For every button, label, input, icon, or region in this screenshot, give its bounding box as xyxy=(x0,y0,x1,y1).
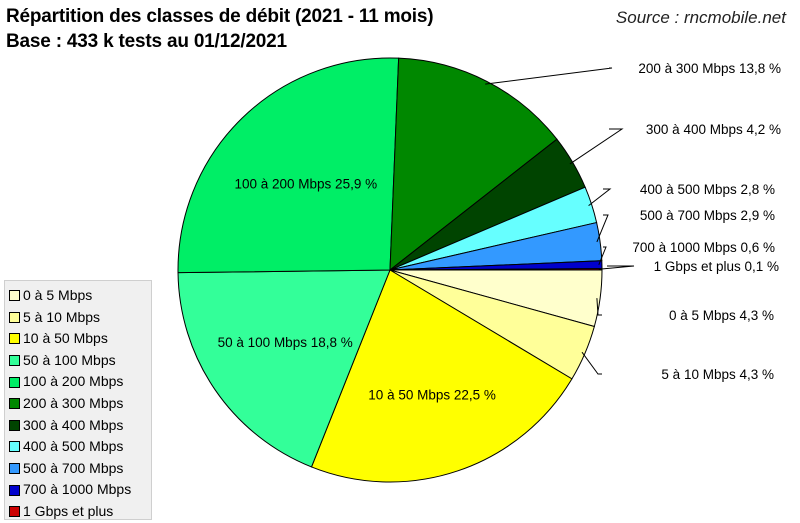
legend-swatch xyxy=(9,419,20,431)
legend: 0 à 5 Mbps 5 à 10 Mbps 10 à 50 Mbps 50 à 10… xyxy=(4,280,152,520)
legend-item: 50 à 100 Mbps xyxy=(9,350,151,372)
pie-slice xyxy=(310,269,573,483)
chart-title-block: Répartition des classes de débit (2021 -… xyxy=(6,4,434,54)
legend-item: 400 à 500 Mbps xyxy=(9,436,151,458)
pie-slice xyxy=(177,269,391,468)
legend-item: 5 à 10 Mbps xyxy=(9,307,151,329)
legend-item: 10 à 50 Mbps xyxy=(9,328,151,350)
legend-item: 300 à 400 Mbps xyxy=(9,415,151,437)
chart-subtitle: Base : 433 k tests au 01/12/2021 xyxy=(6,31,287,52)
slice-label: 200 à 300 Mbps 13,8 % xyxy=(638,61,781,76)
slice-label: 300 à 400 Mbps 4,2 % xyxy=(646,122,781,137)
pie-slice xyxy=(177,57,400,274)
label-leader-line xyxy=(581,351,602,375)
legend-label: 10 à 50 Mbps xyxy=(23,330,108,347)
slice-label: 100 à 200 Mbps 25,9 % xyxy=(234,176,377,191)
legend-swatch xyxy=(9,333,20,345)
slice-label: 10 à 50 Mbps 22,5 % xyxy=(368,388,496,403)
source-credit: Source : rncmobile.net xyxy=(615,8,786,27)
legend-label: 0 à 5 Mbps xyxy=(23,287,93,303)
chart-title: Répartition des classes de débit (2021 -… xyxy=(6,6,434,27)
legend-label: 1 Gbps et plus xyxy=(23,502,114,519)
legend-label: 300 à 400 Mbps xyxy=(23,416,124,433)
label-leader-line xyxy=(596,214,609,243)
legend-swatch xyxy=(9,376,20,388)
legend-label: 50 à 100 Mbps xyxy=(23,351,116,368)
slice-label: 400 à 500 Mbps 2,8 % xyxy=(640,182,775,197)
slice-label: 1 Gbps et plus 0,1 % xyxy=(654,259,779,274)
label-leader-line xyxy=(588,188,612,206)
legend-item: 500 à 700 Mbps xyxy=(9,458,151,480)
label-leader-line xyxy=(596,298,602,316)
legend-swatch xyxy=(9,484,20,496)
legend-item: 200 à 300 Mbps xyxy=(9,393,151,415)
slice-label: 700 à 1000 Mbps 0,6 % xyxy=(632,240,775,255)
legend-swatch xyxy=(9,355,20,367)
legend-label: 5 à 10 Mbps xyxy=(23,308,101,325)
label-leader-line xyxy=(569,128,624,165)
legend-swatch xyxy=(9,290,20,302)
slice-label: 50 à 100 Mbps 18,8 % xyxy=(218,335,353,350)
legend-label: 500 à 700 Mbps xyxy=(23,459,124,476)
label-leader-line xyxy=(598,246,607,265)
legend-swatch xyxy=(9,398,20,410)
legend-item: 0 à 5 Mbps xyxy=(9,285,151,307)
legend-label: 100 à 200 Mbps xyxy=(23,373,124,390)
legend-item: 700 à 1000 Mbps xyxy=(9,479,151,501)
slice-label: 0 à 5 Mbps 4,3 % xyxy=(669,308,774,323)
legend-swatch xyxy=(9,441,20,453)
slice-label: 5 à 10 Mbps 4,3 % xyxy=(661,367,774,382)
pie-slice xyxy=(389,57,558,272)
legend-swatch xyxy=(9,311,20,323)
legend-swatch xyxy=(9,506,20,518)
legend-item: 100 à 200 Mbps xyxy=(9,371,151,393)
label-leader-line xyxy=(598,265,635,270)
label-leader-line xyxy=(485,67,613,85)
legend-swatch xyxy=(9,463,20,475)
legend-label: 200 à 300 Mbps xyxy=(23,394,124,411)
legend-label: 400 à 500 Mbps xyxy=(23,438,124,455)
slice-label: 500 à 700 Mbps 2,9 % xyxy=(640,208,775,223)
legend-item: 1 Gbps et plus xyxy=(9,501,151,523)
legend-label: 700 à 1000 Mbps xyxy=(23,481,132,498)
